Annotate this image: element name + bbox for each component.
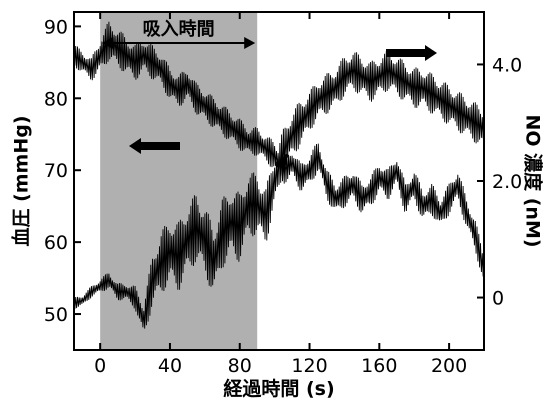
inhalation-shaded-region [100, 12, 258, 350]
span-arrowhead-left [102, 37, 114, 49]
x-tick-label: 0 [94, 355, 106, 377]
span-arrowhead-right [244, 37, 256, 49]
y2-axis-ticks: 0 2.0 4.0 [477, 54, 522, 310]
x-axis-title: 経過時間 (s) [223, 377, 334, 400]
x-tick-label: 40 [158, 355, 182, 377]
y-axis-ticks: 50 60 70 80 90 [44, 16, 81, 326]
series-trace-right [73, 50, 485, 329]
x-tick-label: 120 [291, 355, 327, 377]
y-axis-title: 血圧 (mmHg) [10, 115, 33, 246]
y-tick-label: 60 [44, 232, 68, 254]
y2-tick-label: 4.0 [492, 54, 522, 76]
y2-tick-label: 2.0 [492, 171, 522, 193]
y2-tick-label: 0 [492, 288, 504, 310]
x-tick-label: 200 [431, 355, 467, 377]
shade-layer [100, 12, 258, 350]
annotation-layer [102, 37, 437, 154]
y-tick-label: 90 [44, 16, 68, 38]
x-tick-label: 80 [228, 355, 252, 377]
y-tick-label: 50 [44, 304, 68, 326]
arrow-right-axis [386, 45, 437, 61]
y2-axis-title: NO 濃度 (nM) [522, 114, 545, 247]
arrow-left-axis [129, 138, 180, 154]
x-axis-ticks: 0 40 80 120 160 200 [94, 12, 467, 377]
y-tick-label: 80 [44, 88, 68, 110]
x-tick-label: 160 [361, 355, 397, 377]
series-layer [73, 21, 485, 329]
inhalation-period-label: 吸入時間 [143, 19, 215, 40]
y-tick-label: 70 [44, 160, 68, 182]
